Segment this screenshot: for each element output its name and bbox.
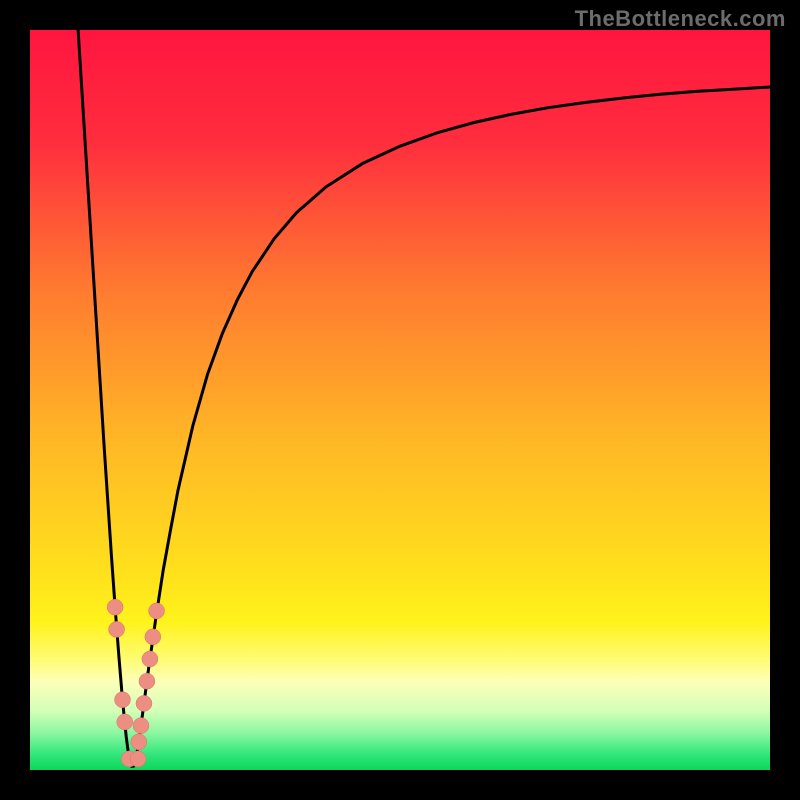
data-marker — [133, 718, 149, 734]
data-marker — [145, 629, 161, 645]
chart-canvas — [0, 0, 800, 800]
chart-background — [30, 30, 770, 770]
data-marker — [107, 599, 123, 615]
data-marker — [139, 673, 155, 689]
data-marker — [142, 651, 158, 667]
frame-left — [0, 0, 30, 800]
bottleneck-chart: TheBottleneck.com — [0, 0, 800, 800]
data-marker — [136, 695, 152, 711]
data-marker — [130, 751, 146, 767]
data-marker — [109, 621, 125, 637]
data-marker — [117, 714, 133, 730]
frame-bottom — [0, 770, 800, 800]
data-marker — [115, 692, 131, 708]
watermark-text: TheBottleneck.com — [575, 6, 786, 32]
frame-right — [770, 0, 800, 800]
data-marker — [131, 734, 147, 750]
data-marker — [149, 603, 165, 619]
